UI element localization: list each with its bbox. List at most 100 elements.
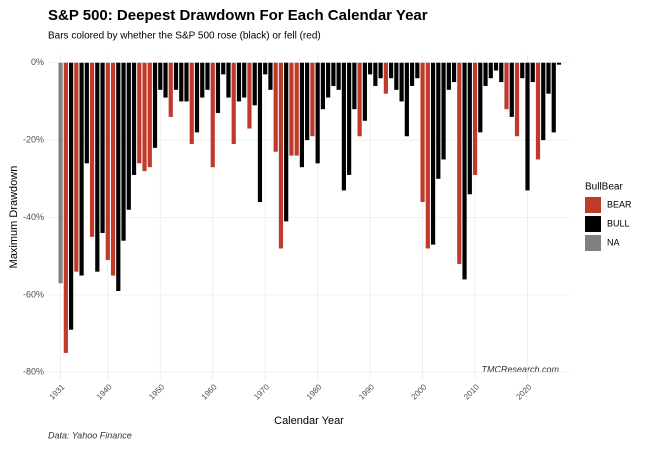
bar	[352, 62, 357, 110]
bar	[137, 62, 142, 164]
bar	[541, 62, 546, 141]
bar	[499, 62, 504, 83]
bar	[184, 62, 189, 102]
bar	[152, 62, 158, 148]
bar	[79, 62, 84, 276]
bar	[179, 62, 184, 102]
bar	[194, 62, 200, 133]
bar	[378, 62, 383, 79]
bar	[58, 62, 63, 284]
bar	[467, 62, 472, 195]
bar	[520, 62, 525, 79]
bar	[514, 62, 520, 137]
caption: Data: Yahoo Finance	[48, 430, 132, 440]
bar	[368, 62, 373, 75]
bar	[535, 62, 541, 160]
bar	[404, 62, 409, 137]
bar	[163, 62, 168, 98]
bar	[551, 62, 556, 133]
bar	[210, 62, 215, 168]
bar	[493, 62, 499, 71]
chart-subtitle: Bars colored by whether the S&P 500 rose…	[48, 31, 321, 42]
bar	[483, 62, 488, 86]
bar	[546, 62, 551, 94]
legend-swatch	[585, 216, 601, 232]
bar	[305, 62, 310, 141]
bar	[556, 62, 562, 65]
bar	[331, 62, 336, 86]
bar	[326, 62, 331, 98]
bar	[530, 62, 535, 83]
x-tick-label: 2010	[462, 382, 481, 401]
chart-title: S&P 500: Deepest Drawdown For Each Calen…	[48, 7, 428, 24]
bar	[200, 62, 205, 98]
bar	[357, 62, 362, 137]
bar	[116, 62, 121, 292]
bar	[336, 62, 341, 90]
bar	[68, 62, 74, 330]
bar	[457, 62, 462, 264]
legend-title: BullBear	[585, 182, 623, 193]
bar	[441, 62, 446, 160]
legend-swatch	[585, 235, 601, 251]
bar	[347, 62, 352, 175]
bar	[362, 62, 367, 121]
y-tick-label: -40%	[23, 212, 44, 222]
bar	[221, 62, 226, 75]
bar	[168, 62, 173, 117]
bar	[110, 62, 116, 276]
bar	[289, 62, 294, 156]
bar	[315, 62, 320, 164]
bar	[472, 62, 478, 175]
bar	[242, 62, 247, 98]
bar	[247, 62, 252, 129]
y-tick-label: -60%	[23, 289, 44, 299]
bar	[231, 62, 236, 144]
bar	[173, 62, 179, 90]
bar	[215, 62, 221, 114]
bar	[189, 62, 194, 144]
bar	[268, 62, 273, 90]
bar	[525, 62, 530, 191]
y-tick-label: 0%	[31, 57, 44, 67]
bar	[257, 62, 263, 203]
bar	[226, 62, 231, 98]
bar	[100, 62, 105, 233]
bar	[263, 62, 268, 75]
bar	[74, 62, 79, 272]
bar	[436, 62, 441, 179]
bar	[84, 62, 89, 164]
bar	[294, 62, 299, 156]
x-tick-label: 1980	[305, 382, 324, 401]
bar	[478, 62, 483, 133]
bar	[273, 62, 278, 152]
bar	[252, 62, 257, 106]
x-tick-label: 2020	[514, 382, 533, 401]
legend-label: BEAR	[607, 199, 632, 209]
bar	[509, 62, 514, 117]
bar	[430, 62, 436, 245]
bar	[142, 62, 147, 172]
bar	[409, 62, 415, 86]
y-tick-label: -20%	[23, 134, 44, 144]
bar	[63, 62, 68, 353]
bar	[394, 62, 399, 90]
x-tick-label: 1931	[48, 382, 67, 401]
bar	[299, 62, 305, 168]
bar	[147, 62, 152, 168]
bar	[205, 62, 210, 90]
bar	[504, 62, 509, 110]
bar	[399, 62, 404, 102]
bar	[451, 62, 457, 83]
bar	[415, 62, 420, 79]
x-axis-label: Calendar Year	[274, 415, 344, 427]
bar	[131, 62, 137, 175]
bar	[425, 62, 430, 249]
bar	[420, 62, 425, 203]
bar	[320, 62, 326, 110]
bar	[89, 62, 95, 237]
bar	[105, 62, 110, 261]
bar	[126, 62, 131, 210]
x-tick-label: 1960	[200, 382, 219, 401]
